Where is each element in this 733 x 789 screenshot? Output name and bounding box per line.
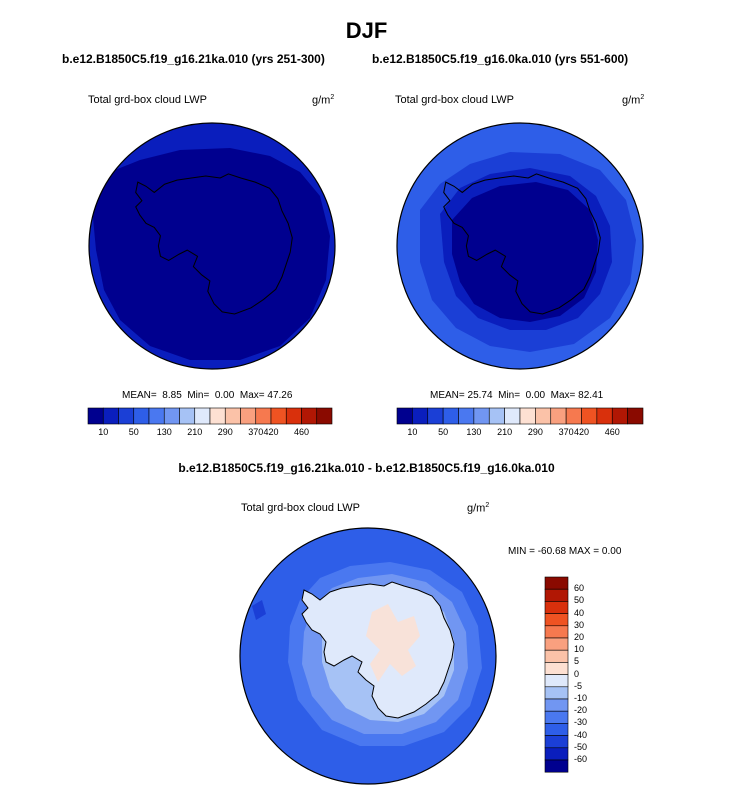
left-colorbar-box xyxy=(148,407,165,425)
left-colorbar-box xyxy=(118,407,135,425)
left-colorbar-box xyxy=(255,407,272,425)
diff-colorbar-tick: 50 xyxy=(574,595,585,606)
difference-map xyxy=(239,527,497,785)
left-colorbar-tick: 370 xyxy=(248,427,264,437)
right-colorbar-box xyxy=(565,407,582,425)
left-colorbar-box xyxy=(209,407,226,425)
right-colorbar-tick: 210 xyxy=(497,427,513,437)
left-map xyxy=(88,122,336,370)
diff-colorbar-box xyxy=(544,625,569,639)
left-colorbar-box xyxy=(194,407,211,425)
left-colorbar-box xyxy=(224,407,241,425)
diff-stats: MIN = -60.68 MAX = 0.00 xyxy=(508,546,622,557)
diff-colorbar-tick: -20 xyxy=(574,705,588,716)
difference-title: b.e12.B1850C5.f19_g16.21ka.010 - b.e12.B… xyxy=(178,461,555,475)
right-colorbar-box xyxy=(427,407,444,425)
diff-colorbar-tick: 60 xyxy=(574,583,585,594)
diff-colorbar-tick: -60 xyxy=(574,754,588,764)
left-colorbar-tick: 130 xyxy=(156,427,172,437)
right-colorbar-box xyxy=(458,407,475,425)
right-colorbar-box xyxy=(627,407,644,425)
right-colorbar-box xyxy=(412,407,429,425)
diff-colorbar-box xyxy=(544,759,569,773)
left-panel-label: Total grd-box cloud LWP xyxy=(88,94,208,106)
left-colorbar-box xyxy=(87,407,104,425)
right-colorbar-tick: 290 xyxy=(527,427,543,437)
left-colorbar xyxy=(87,407,333,425)
diff-colorbar-tick: 0 xyxy=(574,668,580,679)
right-colorbar-box xyxy=(519,407,536,425)
right-colorbar-tick: 370 xyxy=(558,427,574,437)
diff-colorbar-tick: -40 xyxy=(574,729,588,740)
diff-colorbar-box xyxy=(544,601,569,614)
right-stats: MEAN= 25.74 Min= 0.00 Max= 82.41 xyxy=(430,390,604,401)
diff-colorbar-tick: -5 xyxy=(574,680,583,691)
right-colorbar-tick: 10 xyxy=(407,427,418,437)
diff-colorbar-tick: 40 xyxy=(574,607,585,618)
left-colorbar-box xyxy=(133,407,150,425)
right-colorbar-box xyxy=(504,407,521,425)
right-colorbar-box xyxy=(488,407,505,425)
right-colorbar-tick: 50 xyxy=(438,427,449,437)
diff-colorbar-box xyxy=(544,698,569,712)
diff-units: g/m2 xyxy=(467,502,490,515)
diff-colorbar-tick: 20 xyxy=(574,632,585,642)
diff-colorbar-tick: 10 xyxy=(574,644,585,655)
left-stats: MEAN= 8.85 Min= 0.00 Max= 47.26 xyxy=(122,390,293,401)
left-colorbar-box xyxy=(179,407,196,425)
diff-colorbar-box xyxy=(544,613,569,627)
diff-colorbar-tick: 5 xyxy=(574,656,580,667)
right-map xyxy=(396,122,644,370)
left-colorbar-box xyxy=(163,407,180,425)
right-colorbar-box xyxy=(550,407,567,425)
diff-colorbar-box xyxy=(544,686,569,700)
diff-colorbar-tick: -10 xyxy=(574,693,588,703)
diff-colorbar-box xyxy=(544,723,569,736)
diff-colorbar-box xyxy=(544,747,569,761)
right-colorbar-box xyxy=(581,407,598,425)
left-case-title: b.e12.B1850C5.f19_g16.21ka.010 (yrs 251-… xyxy=(62,52,325,66)
diff-panel-label: Total grd-box cloud LWP xyxy=(241,502,361,514)
diff-colorbar-box xyxy=(544,588,569,602)
right-colorbar-box xyxy=(442,407,459,425)
diff-colorbar-box xyxy=(544,674,569,688)
left-colorbar-tick: 420 xyxy=(263,427,279,437)
right-colorbar-box xyxy=(396,407,413,425)
left-colorbar-box xyxy=(316,407,333,425)
left-colorbar-tick: 50 xyxy=(128,427,139,437)
left-colorbar-box xyxy=(285,407,302,425)
right-colorbar xyxy=(396,407,644,425)
right-colorbar-tick: 130 xyxy=(466,427,482,437)
left-colorbar-tick: 210 xyxy=(187,427,203,437)
diff-colorbar-tick: 30 xyxy=(574,619,585,630)
right-colorbar-tick: 460 xyxy=(604,427,620,437)
right-colorbar-tick: 420 xyxy=(573,427,590,437)
diff-colorbar-box xyxy=(544,710,569,724)
diff-colorbar-box xyxy=(544,649,569,663)
right-colorbar-box xyxy=(596,407,613,425)
diff-colorbar-tick: -30 xyxy=(574,717,588,728)
left-units: g/m2 xyxy=(312,94,335,107)
left-colorbar-box xyxy=(301,407,318,425)
diff-colorbar xyxy=(544,576,569,773)
main-title: DJF xyxy=(345,18,388,43)
diff-colorbar-box xyxy=(544,662,569,675)
left-colorbar-tick: 10 xyxy=(98,427,109,437)
right-colorbar-box xyxy=(611,407,628,425)
diff-colorbar-box xyxy=(544,637,569,651)
right-colorbar-box xyxy=(535,407,552,425)
diff-colorbar-box xyxy=(544,576,569,590)
left-colorbar-box xyxy=(270,407,287,425)
right-units: g/m2 xyxy=(622,94,645,107)
right-colorbar-box xyxy=(473,407,490,425)
diff-colorbar-box xyxy=(544,735,569,749)
right-panel-label: Total grd-box cloud LWP xyxy=(395,94,515,106)
right-case-title: b.e12.B1850C5.f19_g16.0ka.010 (yrs 551-6… xyxy=(372,52,629,66)
left-colorbar-box xyxy=(102,407,119,425)
diff-colorbar-tick: -50 xyxy=(574,741,588,752)
left-colorbar-box xyxy=(240,407,257,425)
left-colorbar-tick: 290 xyxy=(217,427,233,437)
left-colorbar-tick: 460 xyxy=(293,427,310,437)
